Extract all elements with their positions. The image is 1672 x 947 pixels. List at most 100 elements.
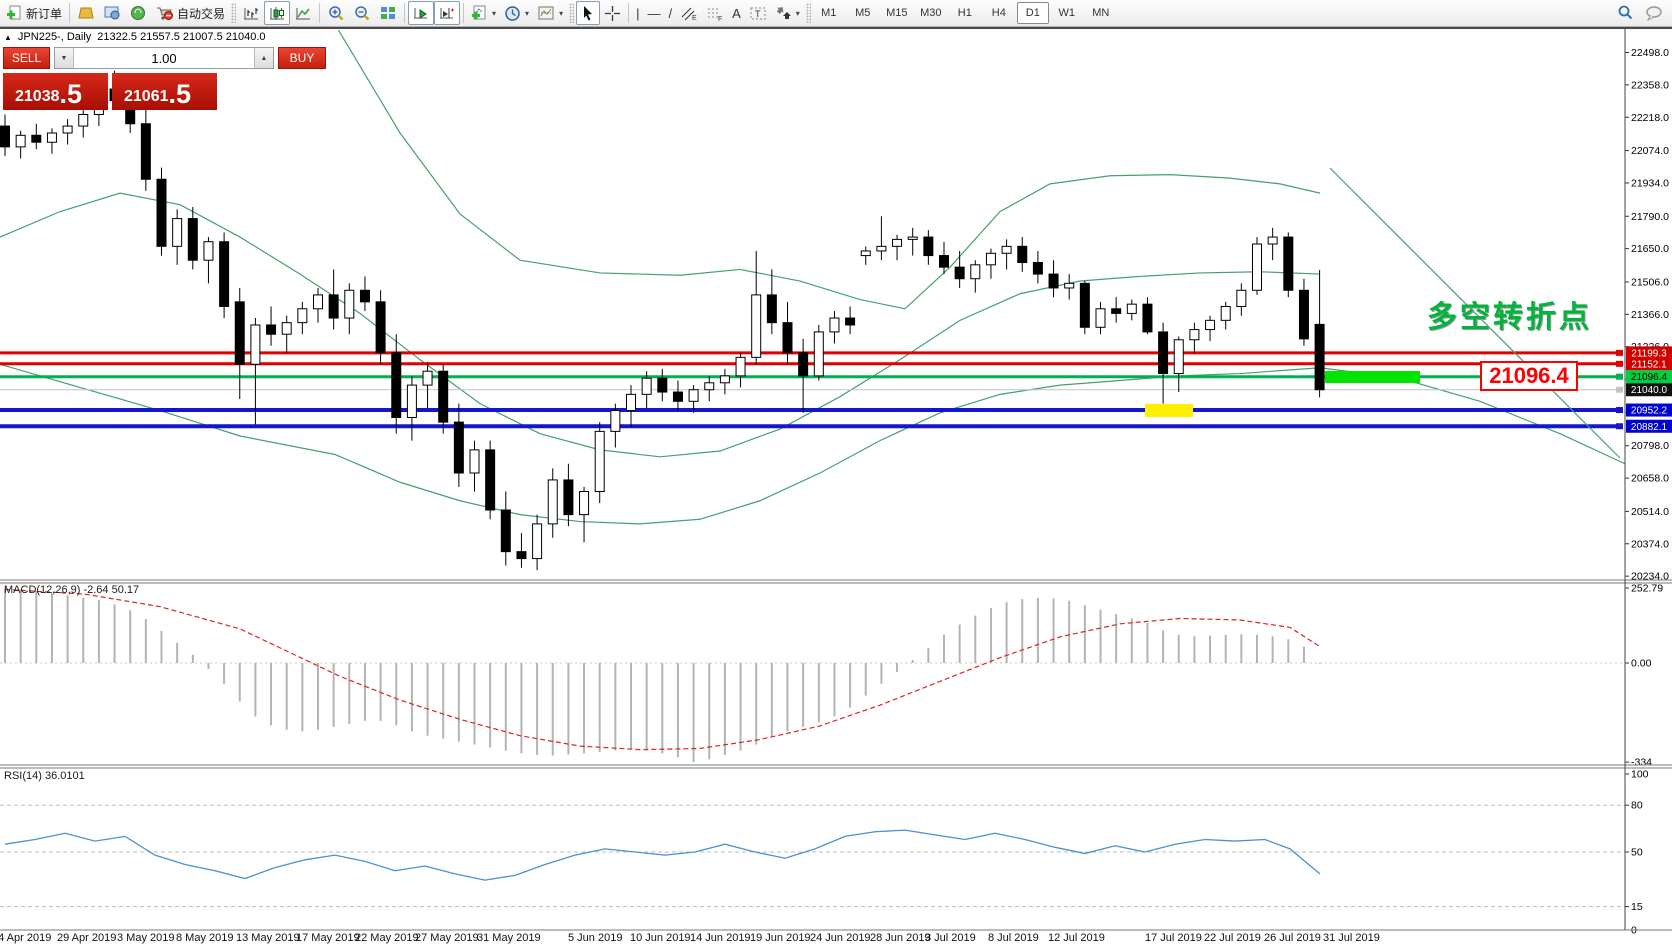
candlestick-chart-button[interactable] (264, 1, 291, 25)
candle (892, 238, 903, 247)
zoom-in-icon (329, 5, 344, 20)
one-click-row-top: SELL ▼ ▲ BUY (3, 47, 326, 69)
zoom-in-button[interactable] (323, 1, 349, 25)
cursor-button[interactable] (576, 1, 601, 25)
candle (485, 449, 496, 511)
search-icon[interactable] (1616, 4, 1634, 22)
chart-canvas[interactable]: 22498.0 22358.0 22218.0 22074.0 21934.0 21790… (0, 29, 1672, 947)
text-button[interactable]: A (728, 1, 745, 25)
vertical-line-button[interactable]: | (632, 1, 643, 25)
chart-shift-icon (440, 7, 455, 18)
macd-label: MACD(12,26,9) -2.64 50.17 (4, 584, 140, 596)
one-click-row-prices: 21038 .5 21061 .5 (3, 73, 217, 110)
bid-price-frac: .5 (59, 79, 83, 109)
toolbar-grip (231, 3, 237, 23)
date-label: 28 Jun 2019 (870, 932, 931, 944)
arrows-button[interactable]: ▾ (771, 1, 804, 25)
market-watch-button[interactable] (99, 1, 125, 25)
price-callout-box[interactable]: 21096.4 (1480, 361, 1578, 391)
timeframe-h1[interactable]: H1 (957, 7, 972, 19)
chart-header: ▲ JPN225-, Daily 21322.5 21557.5 21007.5… (4, 31, 266, 43)
price-tick: 20374.0 (1631, 538, 1669, 550)
text-icon: A (732, 5, 741, 21)
volume-input[interactable] (74, 48, 254, 68)
channel-button[interactable]: E (676, 1, 702, 25)
bar-chart-button[interactable] (238, 1, 264, 25)
timeframe-group: M1 M5 M15 M30 H1 H4 D1 W1 MN (813, 2, 1117, 24)
bid-price[interactable]: 21038 .5 (3, 73, 108, 110)
navigator-button[interactable] (125, 1, 151, 25)
zoom-out-button[interactable] (349, 1, 375, 25)
fibonacci-button[interactable]: F (702, 1, 728, 25)
ohlc-values: 21322.5 21557.5 21007.5 21040.0 (97, 31, 266, 43)
candle (579, 491, 590, 516)
date-label: 17 May 2019 (296, 932, 360, 944)
line-chart-button[interactable] (290, 1, 316, 25)
candle (1205, 319, 1216, 331)
chat-icon[interactable] (1644, 4, 1664, 22)
auto-scroll-button[interactable] (408, 1, 435, 25)
volume-increase-button[interactable]: ▲ (254, 48, 273, 68)
collapse-icon[interactable]: ▲ (4, 32, 12, 42)
candle (939, 255, 949, 268)
highlight-rect-1[interactable] (1145, 404, 1193, 417)
candle (391, 352, 402, 418)
tile-windows-button[interactable] (375, 1, 401, 25)
buy-button[interactable]: BUY (278, 47, 326, 69)
new-order-button[interactable]: 新订单 (2, 1, 66, 25)
candle (563, 479, 574, 516)
volume-stepper: ▼ ▲ (54, 47, 274, 69)
candle (313, 294, 323, 310)
price-tag (1626, 357, 1672, 371)
price-tick: 22358.0 (1631, 79, 1669, 91)
toolbar: 新订单 自动交易 (0, 0, 1672, 27)
trendline[interactable] (1329, 167, 1621, 459)
cursor-icon (584, 5, 593, 20)
vertical-line-icon: | (636, 5, 640, 21)
timeframe-h4[interactable]: H4 (991, 7, 1006, 19)
auto-trading-button[interactable]: 自动交易 (151, 1, 229, 25)
timeframe-m1[interactable]: M1 (821, 7, 837, 19)
candle (62, 125, 73, 134)
trendline-button[interactable]: / (664, 1, 676, 25)
candle (1079, 282, 1090, 328)
timeframe-m15[interactable]: M15 (886, 7, 908, 19)
volume-decrease-button[interactable]: ▼ (55, 48, 74, 68)
chart-shift-button[interactable] (434, 1, 461, 25)
candle (798, 352, 809, 377)
ask-price[interactable]: 21061 .5 (112, 73, 217, 110)
price-tag (1626, 383, 1672, 397)
one-click-trading-panel: SELL ▼ ▲ BUY 21038 .5 21061 .5 (3, 47, 326, 110)
profiles-button[interactable] (73, 1, 99, 25)
candle (0, 125, 10, 148)
candle (203, 241, 214, 261)
price-tick: 20514.0 (1631, 506, 1669, 518)
indicators-button[interactable]: ▾ (467, 1, 500, 25)
horizontal-line-button[interactable]: — (643, 1, 664, 25)
date-label: 24 Apr 2019 (0, 932, 51, 944)
price-tick: 22498.0 (1631, 47, 1669, 59)
new-order-icon (7, 5, 21, 19)
templates-button[interactable]: ▾ (533, 1, 567, 25)
timeframe-mn[interactable]: MN (1092, 7, 1110, 19)
macd-pane (0, 588, 1625, 763)
price-tick: 22218.0 (1631, 112, 1669, 124)
bollinger-upper (337, 30, 1321, 310)
tag-connector (1616, 386, 1623, 393)
timeframe-d1[interactable]: D1 (1016, 2, 1049, 24)
candle (1189, 329, 1200, 341)
timeframe-m5[interactable]: M5 (855, 7, 871, 19)
highlight-rect-0[interactable] (1325, 371, 1420, 383)
date-label: 13 May 2019 (236, 932, 300, 944)
periods-button[interactable]: ▾ (500, 1, 533, 25)
turning-point-annotation[interactable]: 多空转折点 (1427, 301, 1592, 334)
sell-button[interactable]: SELL (3, 47, 50, 69)
trendline-icon: / (668, 5, 673, 21)
text-label-button[interactable]: T (745, 1, 771, 25)
timeframe-m30[interactable]: M30 (920, 7, 942, 19)
crosshair-button[interactable] (600, 1, 625, 25)
rsi-tick: 15 (1631, 901, 1643, 913)
candle (46, 132, 57, 143)
tag-connector (1616, 407, 1623, 414)
timeframe-w1[interactable]: W1 (1058, 7, 1076, 19)
